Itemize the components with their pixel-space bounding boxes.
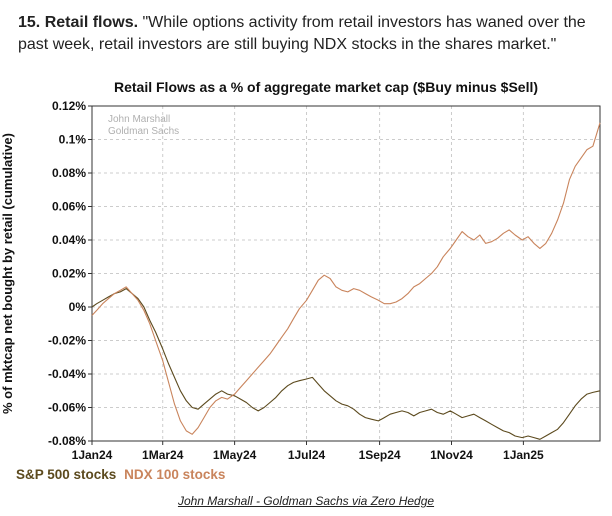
y-tick-label: 0% [69, 300, 87, 314]
watermark-line-1: John Marshall [108, 114, 170, 125]
intro-heading: 15. Retail flows. [18, 14, 139, 31]
y-tick-label: 0.12% [52, 99, 86, 113]
y-tick-label: -0.02% [48, 334, 86, 348]
x-tick-label: 1Jan25 [503, 448, 544, 462]
x-tick-label: 1Nov24 [430, 448, 473, 462]
sp500-line [91, 288, 601, 440]
legend-ndx: NDX 100 stocks [124, 467, 226, 482]
y-tick-label: 0.02% [52, 267, 86, 281]
y-tick-label: 0.08% [52, 166, 86, 180]
x-axis-ticks: 1Jan24 1Mar24 1May24 1Jul24 1Sep24 1Nov24 1Jan… [72, 441, 544, 462]
ndx-line [91, 122, 601, 435]
chart-container: Retail Flows as a % of aggregate market … [0, 70, 612, 490]
x-tick-label: 1Sep24 [359, 448, 401, 462]
y-tick-label: 0.06% [52, 200, 86, 214]
x-tick-label: 1Mar24 [142, 448, 184, 462]
chart-title: Retail Flows as a % of aggregate market … [114, 79, 538, 95]
x-tick-label: 1Jul24 [288, 448, 326, 462]
x-tick-label: 1May24 [213, 448, 257, 462]
y-tick-label: -0.04% [48, 367, 86, 381]
legend-sp500: S&P 500 stocks [16, 467, 117, 482]
y-tick-label: 0.1% [59, 133, 87, 147]
x-tick-label: 1Jan24 [72, 448, 113, 462]
legend: S&P 500 stocks NDX 100 stocks [16, 467, 225, 482]
intro-paragraph: 15. Retail flows. "While options activit… [18, 12, 603, 56]
y-tick-label: -0.08% [48, 434, 86, 448]
y-tick-label: 0.04% [52, 233, 86, 247]
series-lines [91, 122, 601, 440]
intro-text: "While options activity from retail inve… [18, 14, 586, 53]
y-axis-label: % of mktcap net bought by retail (cumula… [0, 133, 15, 414]
source-caption[interactable]: John Marshall - Goldman Sachs via Zero H… [177, 494, 435, 508]
y-axis-ticks: 0.12% 0.1% 0.08% 0.06% 0.04% 0.02% 0% -0.02% -0.… [48, 99, 92, 448]
grid-lines [91, 105, 600, 442]
plot-frame [91, 105, 601, 442]
retail-flows-chart: Retail Flows as a % of aggregate market … [0, 79, 601, 462]
y-tick-label: -0.06% [48, 401, 86, 415]
watermark-line-2: Goldman Sachs [108, 126, 179, 137]
